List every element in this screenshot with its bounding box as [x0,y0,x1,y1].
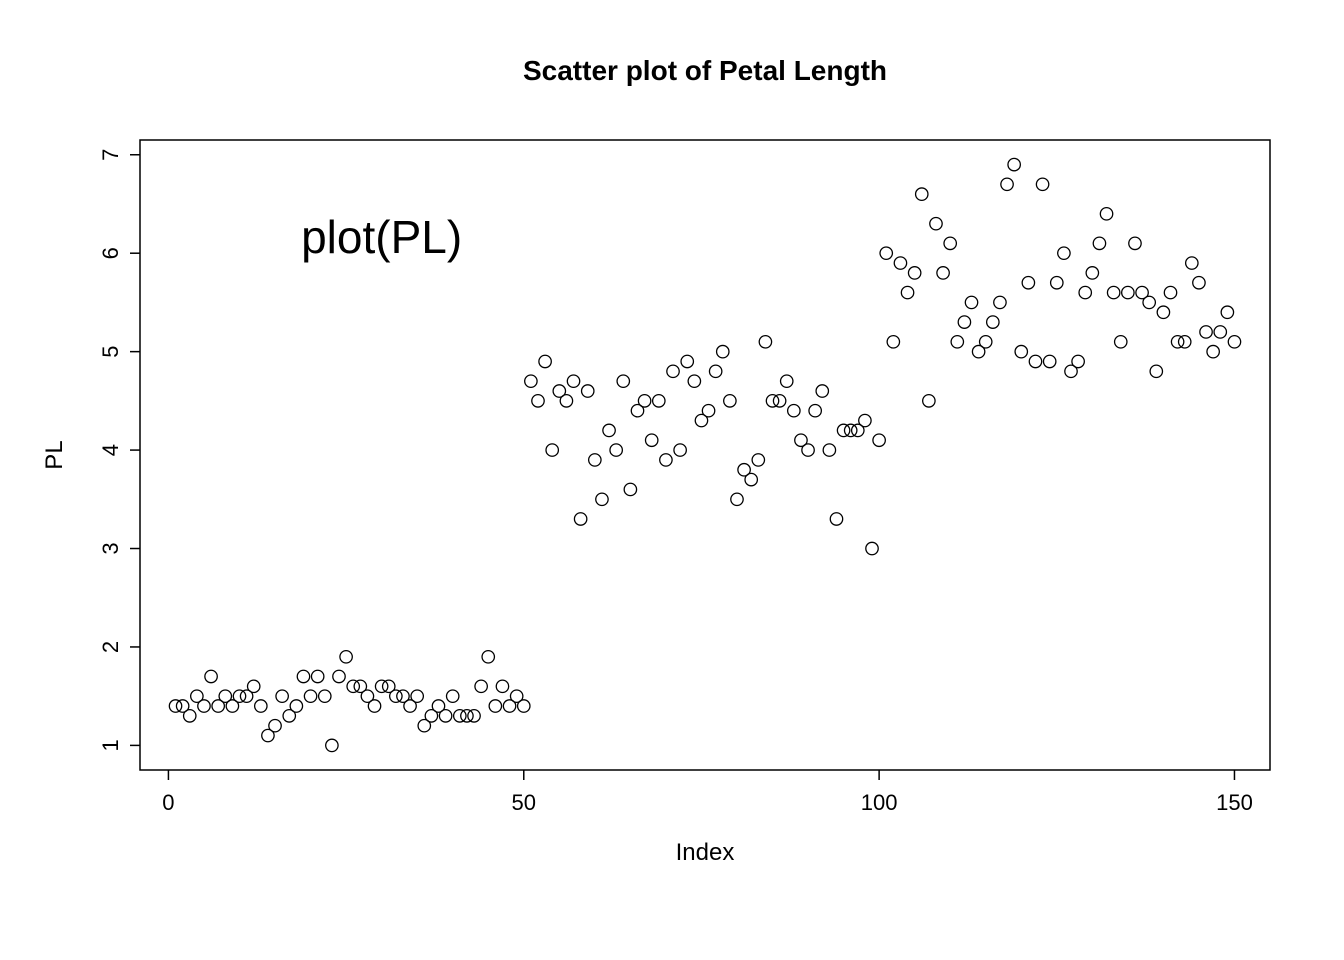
x-tick-label: 150 [1216,790,1253,815]
x-axis-label: Index [676,839,735,866]
y-tick-label: 7 [98,149,123,161]
scatter-chart: Scatter plot of Petal Length 0 50 100 150 1 2 3… [0,0,1344,960]
y-tick-label: 5 [98,346,123,358]
y-tick-label: 6 [98,247,123,259]
y-tick-label: 3 [98,542,123,554]
x-tick-label: 0 [162,790,174,815]
x-tick-label: 100 [861,790,898,815]
y-tick-label: 4 [98,444,123,456]
annotation-text: plot(PL) [301,211,462,263]
chart-svg: Scatter plot of Petal Length 0 50 100 150 1 2 3… [0,0,1344,960]
chart-title: Scatter plot of Petal Length [523,55,887,86]
y-axis-label: PL [41,440,68,469]
y-tick-label: 1 [98,739,123,751]
x-tick-label: 50 [512,790,536,815]
y-tick-label: 2 [98,641,123,653]
